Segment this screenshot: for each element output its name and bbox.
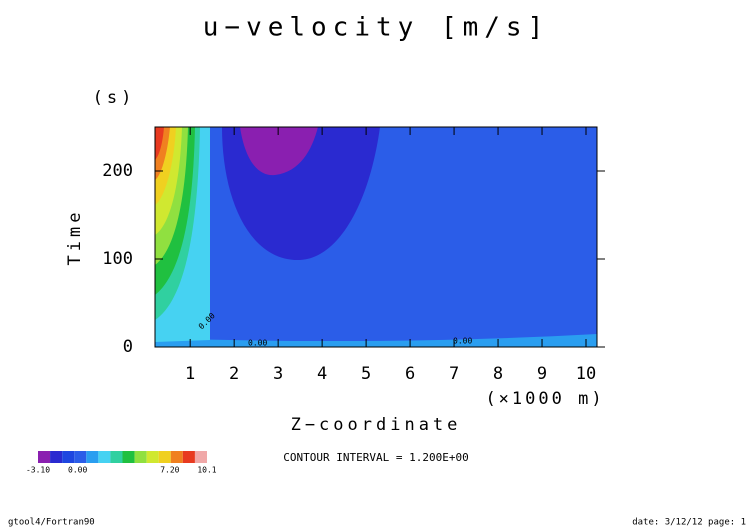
- x-tick-label: 3: [273, 364, 283, 384]
- colorbar-box: [194, 451, 207, 463]
- colorbar-box: [74, 451, 87, 463]
- x-unit: (×1000 m): [485, 389, 604, 409]
- y-tick-label: 0: [123, 337, 133, 357]
- region: [240, 127, 318, 176]
- colorbar-box: [170, 451, 183, 463]
- x-tick-label: 2: [229, 364, 239, 384]
- contour-label: 0.00: [453, 337, 472, 346]
- plot-frame: [154, 126, 598, 348]
- colorbar-box: [158, 451, 171, 463]
- colorbar-box: [86, 451, 99, 463]
- colorbar-label: -3.10: [26, 466, 50, 475]
- x-tick-label: 6: [405, 364, 415, 384]
- colorbar-box: [98, 451, 111, 463]
- region: [155, 127, 597, 347]
- x-tick-label: 9: [537, 364, 547, 384]
- footer-right: date: 3/12/12 page: 1: [632, 518, 746, 528]
- colorbar-label: 7.20: [160, 466, 179, 475]
- colorbar-box: [134, 451, 147, 463]
- contour-label: 0.00: [248, 339, 267, 348]
- x-tick-label: 10: [576, 364, 596, 384]
- y-label: Time: [65, 209, 85, 266]
- x-tick-label: 5: [361, 364, 371, 384]
- chart-title: u−velocity [m/s]: [203, 13, 549, 43]
- contour-field: [155, 127, 597, 347]
- x-tick-label: 4: [317, 364, 327, 384]
- y-tick-label: 100: [102, 249, 133, 269]
- x-tick-label: 8: [493, 364, 503, 384]
- colorbar-box: [62, 451, 75, 463]
- colorbar-box: [122, 451, 135, 463]
- colorbar-box: [182, 451, 195, 463]
- colorbar-box: [50, 451, 63, 463]
- x-label: Z−coordinate: [291, 415, 462, 435]
- x-tick-label: 1: [185, 364, 195, 384]
- colorbar-box: [110, 451, 123, 463]
- region: [155, 127, 164, 160]
- y-tick-label: 200: [102, 161, 133, 181]
- colorbar-box: [146, 451, 159, 463]
- region: [155, 334, 597, 347]
- x-tick-label: 7: [449, 364, 459, 384]
- colorbar-box: [38, 451, 51, 463]
- footer-left: gtool4/Fortran90: [8, 518, 95, 528]
- contour-interval: CONTOUR INTERVAL = 1.200E+00: [283, 451, 468, 464]
- colorbar-label: 0.00: [68, 466, 87, 475]
- colorbar-label: 10.1: [197, 466, 216, 475]
- y-unit: (s): [93, 88, 136, 108]
